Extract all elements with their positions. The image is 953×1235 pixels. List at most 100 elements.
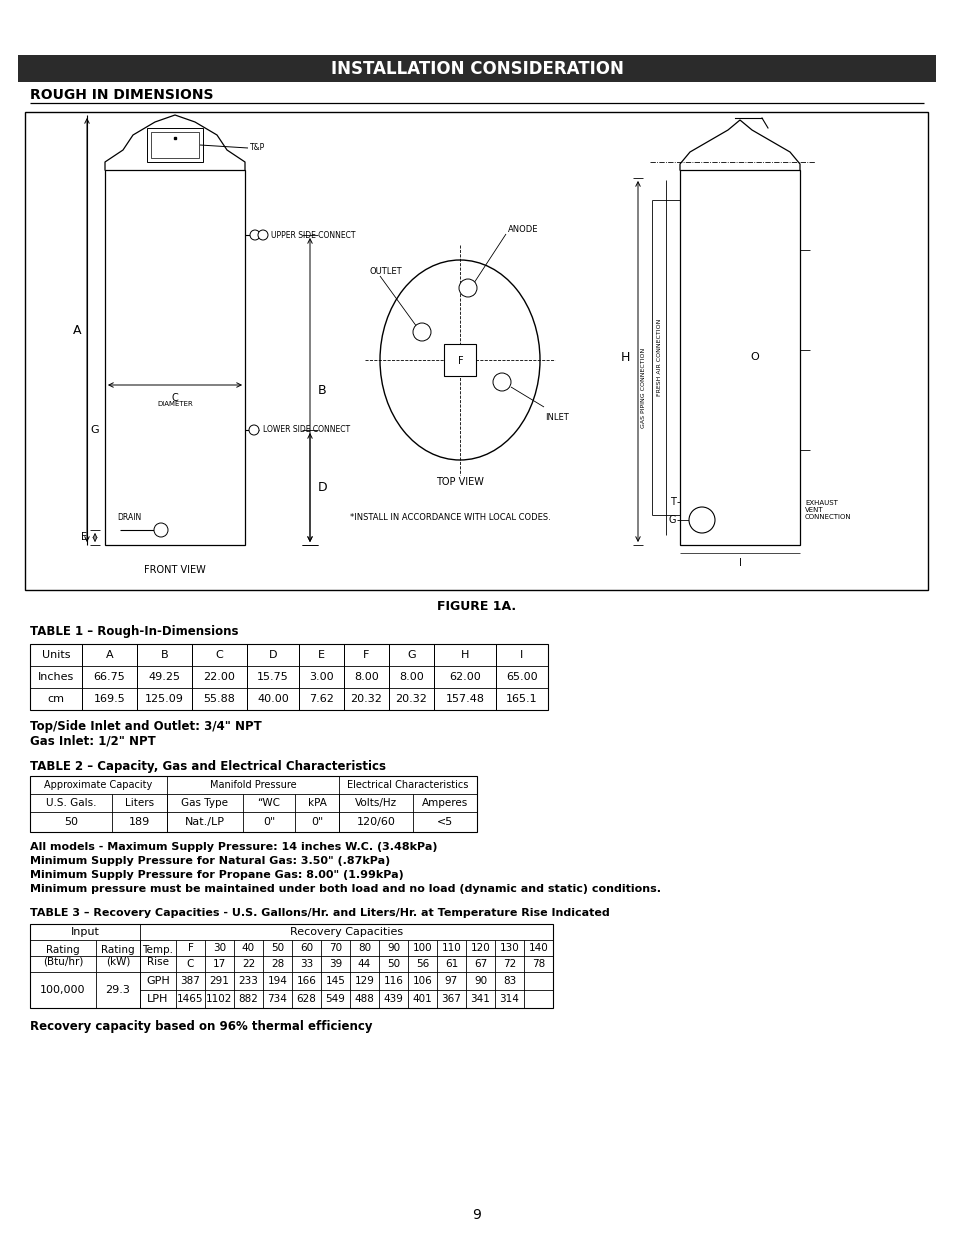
Text: 33: 33 xyxy=(299,960,313,969)
Text: 1102: 1102 xyxy=(206,994,233,1004)
Bar xyxy=(30,924,553,1008)
Text: OUTLET: OUTLET xyxy=(370,268,402,277)
Text: 314: 314 xyxy=(499,994,518,1004)
Text: O: O xyxy=(750,352,759,363)
Text: INSTALLATION CONSIDERATION: INSTALLATION CONSIDERATION xyxy=(331,59,622,78)
Text: A: A xyxy=(106,650,113,659)
Text: UPPER SIDE CONNECT: UPPER SIDE CONNECT xyxy=(271,231,355,240)
Text: E: E xyxy=(81,532,87,542)
Text: 129: 129 xyxy=(355,976,374,986)
Circle shape xyxy=(493,373,511,391)
Circle shape xyxy=(249,425,258,435)
Text: 169.5: 169.5 xyxy=(93,694,125,704)
Text: 1465: 1465 xyxy=(177,994,204,1004)
Text: 40.00: 40.00 xyxy=(257,694,289,704)
Text: 439: 439 xyxy=(383,994,403,1004)
Text: 367: 367 xyxy=(441,994,461,1004)
Text: 28: 28 xyxy=(271,960,284,969)
Text: 116: 116 xyxy=(383,976,403,986)
Text: Inches: Inches xyxy=(38,672,74,682)
Text: 80: 80 xyxy=(357,944,371,953)
Text: G: G xyxy=(407,650,416,659)
Text: “WC: “WC xyxy=(257,798,280,808)
Text: 20.32: 20.32 xyxy=(395,694,427,704)
Text: 291: 291 xyxy=(210,976,230,986)
Text: 49.25: 49.25 xyxy=(149,672,180,682)
Text: 40: 40 xyxy=(242,944,254,953)
Text: LOWER SIDE CONNECT: LOWER SIDE CONNECT xyxy=(263,426,350,435)
Text: Top/Side Inlet and Outlet: 3/4" NPT: Top/Side Inlet and Outlet: 3/4" NPT xyxy=(30,720,261,734)
Text: cm: cm xyxy=(48,694,65,704)
Text: 110: 110 xyxy=(441,944,461,953)
Text: 72: 72 xyxy=(502,960,516,969)
Text: U.S. Gals.: U.S. Gals. xyxy=(46,798,96,808)
Text: 97: 97 xyxy=(444,976,457,986)
Text: E: E xyxy=(317,650,325,659)
Text: 44: 44 xyxy=(357,960,371,969)
Text: kPA: kPA xyxy=(307,798,326,808)
Text: ROUGH IN DIMENSIONS: ROUGH IN DIMENSIONS xyxy=(30,88,213,103)
Text: T: T xyxy=(669,496,676,508)
Text: Liters: Liters xyxy=(125,798,153,808)
Text: <5: <5 xyxy=(436,818,453,827)
Text: 60: 60 xyxy=(299,944,313,953)
Text: 166: 166 xyxy=(296,976,316,986)
Text: Manifold Pressure: Manifold Pressure xyxy=(210,781,296,790)
Text: GPH: GPH xyxy=(146,976,170,986)
Text: F: F xyxy=(457,356,463,366)
Text: 56: 56 xyxy=(416,960,429,969)
Text: 549: 549 xyxy=(325,994,345,1004)
Text: 106: 106 xyxy=(413,976,432,986)
Bar xyxy=(147,128,203,162)
Text: 157.48: 157.48 xyxy=(445,694,484,704)
Text: 488: 488 xyxy=(355,994,374,1004)
Text: 145: 145 xyxy=(325,976,345,986)
Text: 120: 120 xyxy=(470,944,490,953)
Text: DIAMETER: DIAMETER xyxy=(157,401,193,408)
Text: Units: Units xyxy=(42,650,71,659)
Text: *INSTALL IN ACCORDANCE WITH LOCAL CODES.: *INSTALL IN ACCORDANCE WITH LOCAL CODES. xyxy=(349,514,550,522)
Text: Input: Input xyxy=(71,927,99,937)
Circle shape xyxy=(458,279,476,296)
Text: 90: 90 xyxy=(474,976,487,986)
Text: 70: 70 xyxy=(329,944,342,953)
Text: 29.3: 29.3 xyxy=(106,986,131,995)
Text: 387: 387 xyxy=(180,976,200,986)
Text: 140: 140 xyxy=(528,944,548,953)
Text: 233: 233 xyxy=(238,976,258,986)
Text: 120/60: 120/60 xyxy=(356,818,395,827)
Text: H: H xyxy=(620,351,629,364)
Text: 130: 130 xyxy=(499,944,518,953)
Text: 628: 628 xyxy=(296,994,316,1004)
Text: Rating
(kW): Rating (kW) xyxy=(101,945,134,967)
Text: 100,000: 100,000 xyxy=(40,986,86,995)
Circle shape xyxy=(257,230,268,240)
Text: 734: 734 xyxy=(267,994,287,1004)
Text: Approximate Capacity: Approximate Capacity xyxy=(45,781,152,790)
Text: EXHAUST
VENT
CONNECTION: EXHAUST VENT CONNECTION xyxy=(804,500,851,520)
Text: A: A xyxy=(72,324,81,336)
Text: 7.62: 7.62 xyxy=(309,694,334,704)
Text: 67: 67 xyxy=(474,960,487,969)
Text: 22.00: 22.00 xyxy=(203,672,235,682)
Text: TOP VIEW: TOP VIEW xyxy=(436,477,483,487)
Text: Minimum pressure must be maintained under both load and no load (dynamic and sta: Minimum pressure must be maintained unde… xyxy=(30,884,660,894)
Text: B: B xyxy=(317,384,326,396)
Text: FRESH AIR CONNECTION: FRESH AIR CONNECTION xyxy=(657,319,661,396)
Text: 65.00: 65.00 xyxy=(506,672,537,682)
Text: Recovery capacity based on 96% thermal efficiency: Recovery capacity based on 96% thermal e… xyxy=(30,1020,372,1032)
Text: 194: 194 xyxy=(267,976,287,986)
Text: I: I xyxy=(519,650,523,659)
Bar xyxy=(30,643,547,710)
Text: TABLE 2 – Capacity, Gas and Electrical Characteristics: TABLE 2 – Capacity, Gas and Electrical C… xyxy=(30,760,386,773)
Text: 341: 341 xyxy=(470,994,490,1004)
Text: ANODE: ANODE xyxy=(507,226,537,235)
Text: 50: 50 xyxy=(387,960,399,969)
Text: D: D xyxy=(269,650,277,659)
Text: 15.75: 15.75 xyxy=(257,672,289,682)
Bar xyxy=(151,132,199,158)
Text: 189: 189 xyxy=(129,818,150,827)
Text: 22: 22 xyxy=(242,960,254,969)
Text: 50: 50 xyxy=(64,818,78,827)
Text: Amperes: Amperes xyxy=(421,798,468,808)
